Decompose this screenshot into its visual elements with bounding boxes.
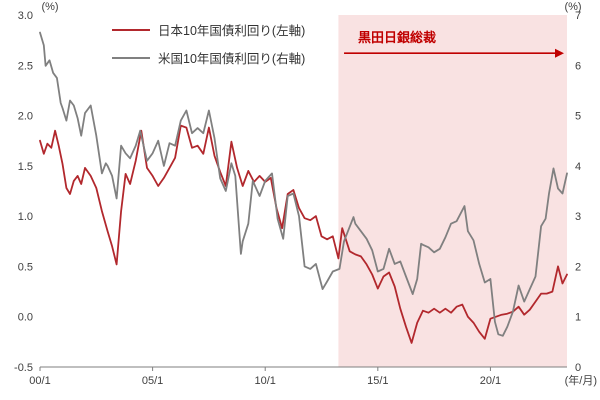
us-line-swatch bbox=[112, 56, 150, 59]
legend-label-us: 米国10年国債利回り(右軸) bbox=[158, 52, 306, 66]
svg-text:10/1: 10/1 bbox=[255, 375, 276, 387]
svg-text:6: 6 bbox=[575, 60, 581, 72]
svg-text:0.5: 0.5 bbox=[18, 261, 33, 273]
svg-text:5: 5 bbox=[575, 111, 581, 123]
svg-text:1: 1 bbox=[575, 312, 581, 324]
legend-item-japan: 日本10年国債利回り(左軸) bbox=[112, 20, 305, 39]
svg-text:0: 0 bbox=[575, 362, 581, 374]
kuroda-annotation-label: 黒田日銀総裁 bbox=[358, 30, 437, 45]
svg-text:3: 3 bbox=[575, 211, 581, 223]
svg-text:1.5: 1.5 bbox=[18, 161, 33, 173]
svg-text:3.0: 3.0 bbox=[18, 10, 33, 22]
svg-text:0.0: 0.0 bbox=[18, 312, 33, 324]
svg-text:1.0: 1.0 bbox=[18, 211, 33, 223]
svg-text:(%): (%) bbox=[564, 1, 581, 13]
legend-item-us: 米国10年国債利回り(右軸) bbox=[112, 48, 305, 67]
legend-label-japan: 日本10年国債利回り(左軸) bbox=[158, 24, 306, 38]
svg-text:7: 7 bbox=[575, 10, 581, 22]
svg-text:00/1: 00/1 bbox=[29, 375, 50, 387]
svg-text:-0.5: -0.5 bbox=[14, 362, 33, 374]
svg-text:05/1: 05/1 bbox=[142, 375, 163, 387]
svg-text:2.5: 2.5 bbox=[18, 60, 33, 72]
svg-text:20/1: 20/1 bbox=[480, 375, 501, 387]
svg-text:2: 2 bbox=[575, 261, 581, 273]
japan-line-swatch bbox=[112, 28, 150, 31]
svg-text:(年/月): (年/月) bbox=[565, 373, 597, 387]
svg-text:4: 4 bbox=[575, 161, 581, 173]
svg-text:15/1: 15/1 bbox=[367, 375, 388, 387]
svg-text:2.0: 2.0 bbox=[18, 111, 33, 123]
svg-text:(%): (%) bbox=[41, 1, 58, 13]
chart-legend: 日本10年国債利回り(左軸) 米国10年国債利回り(右軸) bbox=[112, 20, 305, 67]
